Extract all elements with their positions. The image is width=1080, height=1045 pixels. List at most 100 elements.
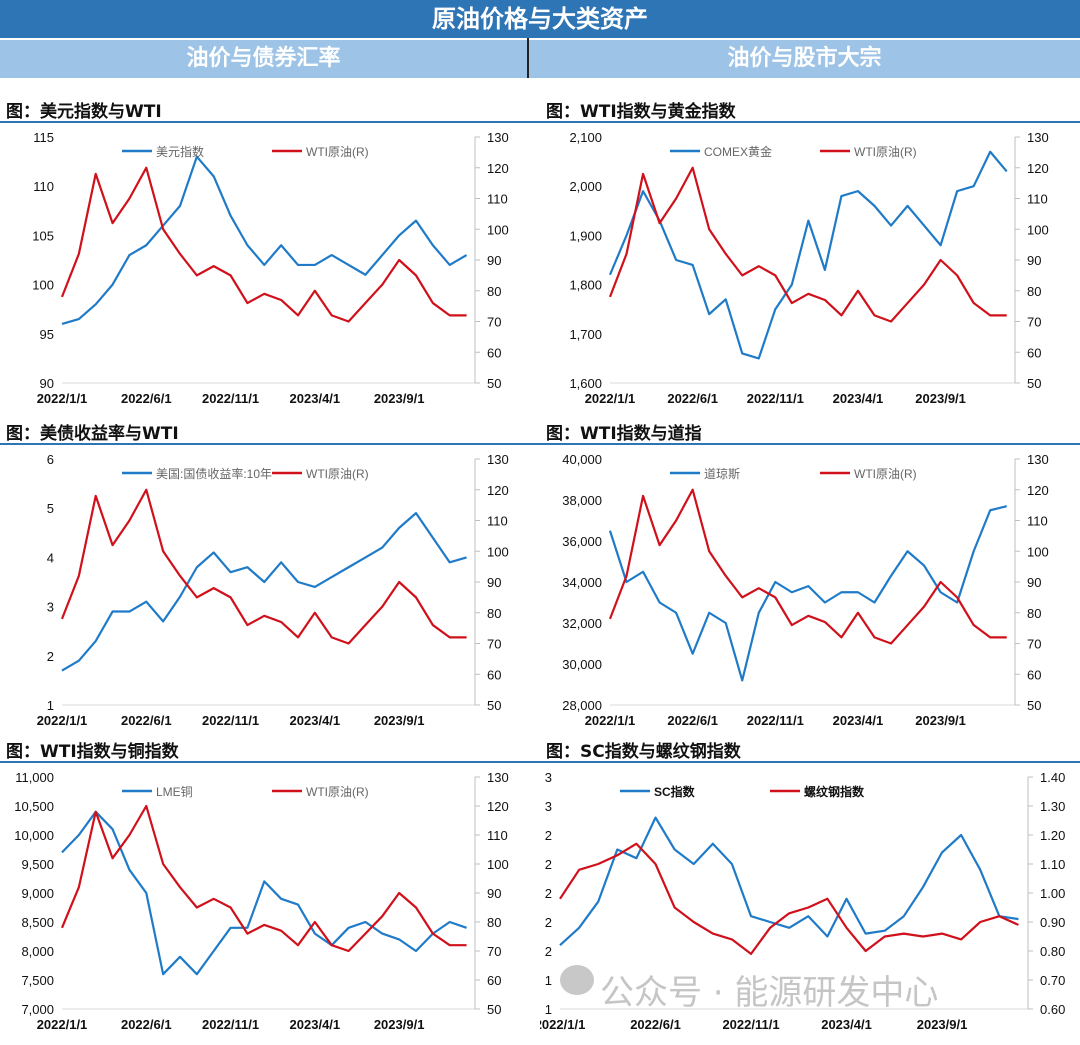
right-tick-label: 110 bbox=[487, 192, 508, 207]
legend-label: COMEX黄金 bbox=[704, 144, 772, 159]
series-line-red bbox=[60, 804, 467, 953]
section-header-bonds-fx: 油价与债券汇率 bbox=[0, 40, 527, 78]
left-tick-label: 2 bbox=[545, 944, 552, 959]
title-underline bbox=[540, 443, 1080, 445]
left-tick-label: 105 bbox=[32, 228, 54, 243]
left-tick-label: 2 bbox=[545, 915, 552, 930]
left-tick-label: 4 bbox=[47, 550, 54, 565]
right-tick-label: 60 bbox=[1027, 345, 1041, 360]
series-line-red bbox=[60, 166, 467, 323]
title-underline bbox=[0, 121, 540, 123]
x-tick-label: 2023/4/1 bbox=[821, 1017, 872, 1032]
chart-svg: 1,600 1,700 1,800 1,900 2,000 2,100 50 60 70 80 90… bbox=[569, 130, 1049, 406]
right-tick-label: 1.20 bbox=[1040, 828, 1065, 843]
series-line-blue bbox=[61, 155, 468, 326]
right-tick-label: 130 bbox=[487, 770, 509, 785]
chart-title: 图：WTI指数与道指 bbox=[546, 424, 702, 444]
right-tick-label: 1.40 bbox=[1040, 770, 1065, 785]
right-tick-label: 70 bbox=[487, 637, 501, 652]
left-tick-label: 1,600 bbox=[569, 376, 602, 391]
chart-title: 图：SC指数与螺纹钢指数 bbox=[546, 742, 741, 762]
right-tick-label: 100 bbox=[487, 544, 509, 559]
left-tick-label: 10,000 bbox=[14, 828, 54, 843]
left-tick-label: 30,000 bbox=[562, 657, 602, 672]
right-tick-label: 110 bbox=[487, 828, 508, 843]
right-tick-label: 70 bbox=[1027, 315, 1041, 330]
x-tick-label: 2022/6/1 bbox=[121, 713, 172, 728]
right-tick-label: 60 bbox=[487, 667, 501, 682]
right-tick-label: 90 bbox=[1027, 253, 1041, 268]
left-tick-label: 8,000 bbox=[21, 944, 54, 959]
x-tick-label: 2022/1/1 bbox=[37, 1017, 88, 1032]
left-tick-label: 40,000 bbox=[562, 452, 602, 467]
right-tick-label: 120 bbox=[1027, 483, 1049, 498]
legend-label: 美国:国债收益率:10年 bbox=[156, 466, 272, 481]
right-tick-label: 60 bbox=[1027, 667, 1041, 682]
right-tick-label: 0.80 bbox=[1040, 944, 1065, 959]
right-tick-label: 130 bbox=[1027, 130, 1049, 145]
left-tick-label: 9,500 bbox=[21, 857, 54, 872]
right-tick-label: 60 bbox=[487, 345, 501, 360]
right-tick-label: 70 bbox=[487, 315, 501, 330]
chart-svg: 7,000 7,500 8,000 8,500 9,000 9,500 10,000 10,5… bbox=[14, 770, 509, 1032]
chart-svg: 90 95 100 105 110 115 50 60 70 80 90 100 110 120 130 20… bbox=[32, 130, 508, 406]
legend-label: WTI原油(R) bbox=[306, 467, 369, 481]
series-line-red bbox=[608, 488, 1007, 645]
left-tick-label: 2 bbox=[545, 886, 552, 901]
left-tick-label: 2,000 bbox=[569, 179, 602, 194]
right-tick-label: 130 bbox=[487, 452, 509, 467]
series-line-blue bbox=[559, 816, 1019, 947]
left-tick-label: 8,500 bbox=[21, 915, 54, 930]
right-tick-label: 100 bbox=[487, 857, 509, 872]
legend-label: 道琼斯 bbox=[704, 466, 740, 481]
left-tick-label: 1 bbox=[545, 973, 552, 988]
right-tick-label: 50 bbox=[1027, 376, 1041, 391]
left-tick-label: 36,000 bbox=[562, 534, 602, 549]
x-tick-label: 2023/9/1 bbox=[915, 391, 966, 406]
left-tick-label: 3 bbox=[545, 770, 552, 785]
x-tick-label: 2023/9/1 bbox=[915, 713, 966, 728]
x-tick-label: 2023/4/1 bbox=[290, 391, 341, 406]
left-tick-label: 7,500 bbox=[21, 973, 54, 988]
legend-label: LME铜 bbox=[156, 784, 193, 799]
legend-label: WTI原油(R) bbox=[306, 145, 369, 159]
section-header-stocks-commodities: 油价与股市大宗 bbox=[529, 40, 1080, 78]
x-tick-label: 2022/11/1 bbox=[747, 713, 804, 728]
left-tick-label: 100 bbox=[32, 278, 54, 293]
x-tick-label: 2023/4/1 bbox=[290, 1017, 341, 1032]
left-tick-label: 3 bbox=[47, 600, 54, 615]
right-tick-label: 50 bbox=[487, 376, 501, 391]
x-tick-label: 2023/4/1 bbox=[833, 391, 884, 406]
x-tick-label: 2022/6/1 bbox=[121, 1017, 172, 1032]
right-tick-label: 120 bbox=[1027, 161, 1049, 176]
left-tick-label: 28,000 bbox=[562, 698, 602, 713]
right-tick-label: 110 bbox=[1027, 192, 1048, 207]
chart-svg: 28,000 30,000 32,000 34,000 36,000 38,000 40,0… bbox=[562, 452, 1049, 728]
left-tick-label: 11,000 bbox=[15, 770, 54, 785]
left-tick-label: 38,000 bbox=[562, 493, 602, 508]
left-tick-label: 1,800 bbox=[569, 278, 602, 293]
legend-label: WTI原油(R) bbox=[306, 785, 369, 799]
x-tick-label: 2022/1/1 bbox=[585, 391, 636, 406]
right-tick-label: 80 bbox=[487, 606, 501, 621]
right-tick-label: 90 bbox=[487, 253, 501, 268]
right-tick-label: 1.00 bbox=[1040, 886, 1065, 901]
left-tick-label: 1 bbox=[545, 1002, 552, 1017]
right-tick-label: 50 bbox=[487, 698, 501, 713]
chart-svg: 1 2 3 4 5 6 50 60 70 80 90 100 110 120 130 2022/1/1 2022… bbox=[37, 452, 509, 728]
left-tick-label: 95 bbox=[40, 327, 54, 342]
legend-label: 美元指数 bbox=[156, 144, 204, 159]
right-tick-label: 90 bbox=[487, 886, 501, 901]
x-tick-label: 2022/1/1 bbox=[585, 713, 636, 728]
title-underline bbox=[0, 443, 540, 445]
right-tick-label: 50 bbox=[487, 1002, 501, 1017]
series-line-red bbox=[559, 842, 1019, 955]
x-tick-label: 2022/11/1 bbox=[722, 1017, 779, 1032]
legend-label: 螺纹钢指数 bbox=[804, 784, 865, 799]
right-tick-label: 1.10 bbox=[1040, 857, 1065, 872]
left-tick-label: 32,000 bbox=[562, 616, 602, 631]
right-tick-label: 70 bbox=[487, 944, 501, 959]
right-tick-label: 80 bbox=[487, 284, 501, 299]
right-tick-label: 100 bbox=[1027, 222, 1049, 237]
x-tick-label: 2022/1/1 bbox=[37, 391, 88, 406]
